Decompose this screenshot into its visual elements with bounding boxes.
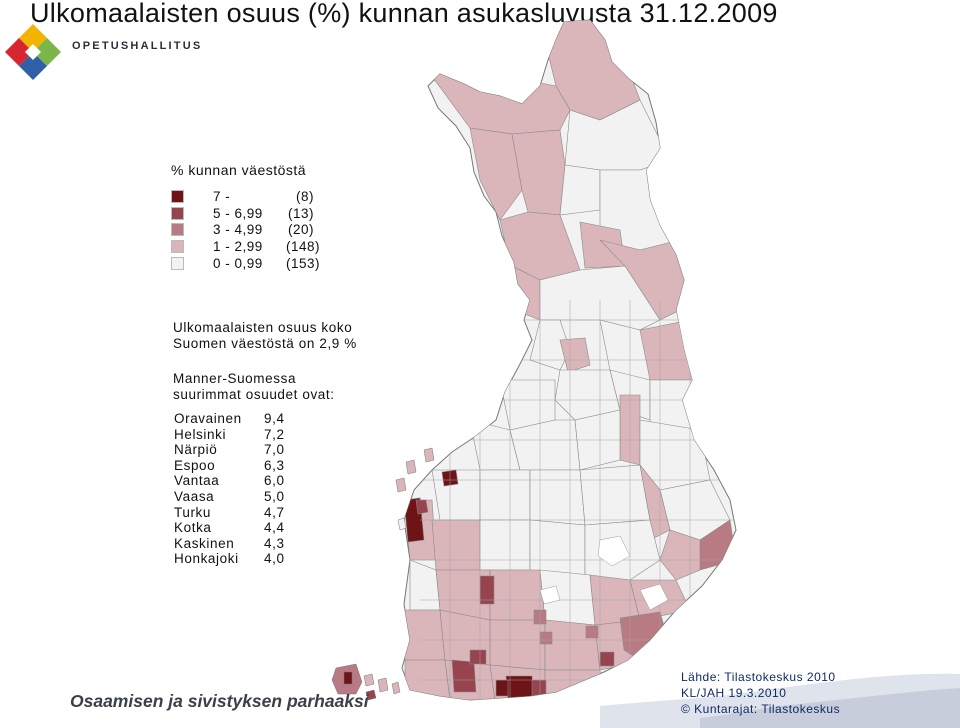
municipality-value: 4,7 (264, 504, 285, 520)
slogan: Osaamisen ja sivistyksen parhaaksi (70, 691, 369, 711)
municipality-name: Oravainen (174, 411, 242, 426)
region-mariehamn (343, 671, 353, 685)
region-coastal-island (397, 517, 407, 531)
region-aland-island (363, 673, 375, 687)
municipality-value: 4,0 (264, 551, 285, 567)
region-oulu (559, 337, 591, 373)
summary-line-2: Suomen väestöstä on 2,9 % (173, 336, 357, 351)
lake-shape (639, 583, 669, 611)
legend-swatch (171, 257, 184, 270)
legend-title: % kunnan väestöstä (171, 162, 307, 178)
legend-range: 3 - 4,99 (213, 222, 263, 237)
municipality-value: 6,3 (264, 457, 285, 473)
municipality-name: Kotka (174, 520, 212, 536)
legend-swatch (171, 240, 184, 253)
lake-shape (539, 585, 561, 605)
region-pori (403, 609, 446, 661)
municipality-value: 6,0 (264, 473, 285, 489)
copyright-line: © Kuntarajat: Tilastokeskus (681, 702, 841, 716)
lakes (539, 535, 669, 611)
legend-range: 5 - 6,99 (213, 206, 263, 221)
municipality-regions (403, 20, 736, 700)
region-kotka (599, 651, 615, 667)
municipality-name: Espoo (174, 457, 216, 473)
region-jyvaskyla-north (529, 519, 586, 576)
municipality-name: Vantaa (174, 473, 220, 489)
municipality-borders (420, 300, 736, 700)
region-hamina (585, 625, 599, 639)
legend-count: (153) (286, 256, 321, 271)
archipelago (331, 447, 435, 701)
municipality-value: 4,4 (264, 520, 285, 536)
author-line: KL/JAH 19.3.2010 (681, 686, 787, 700)
legend-count: (20) (287, 222, 314, 237)
municipality-value: 4,3 (264, 535, 285, 551)
ranking-heading-1: Manner-Suomessa (173, 371, 297, 386)
finland-choropleth-map (331, 19, 737, 701)
municipality-name: Honkajoki (174, 551, 239, 567)
region-pihtipudas (529, 469, 586, 526)
region-vaasa (415, 499, 429, 515)
region-hameenlinna (489, 619, 546, 671)
municipality-value: 9,4 (264, 411, 285, 426)
region-coastal-island (405, 459, 417, 475)
municipality-value: 5,0 (264, 488, 285, 504)
legend-count: (148) (286, 239, 321, 254)
region-aland-island (377, 677, 389, 693)
region-kolari (469, 127, 523, 221)
region-turku (451, 659, 477, 693)
region-kemijarvi (559, 164, 601, 216)
region-iisalmi (579, 464, 651, 526)
legend-range: 0 - 0,99 (213, 256, 263, 271)
region-coastal-island (423, 447, 435, 463)
legend-count: (8) (296, 189, 314, 204)
ranking-heading-2: suurimmat osuudet ovat: (173, 387, 335, 402)
footer-band (0, 673, 960, 728)
region-seinajoki (431, 519, 481, 571)
legend-swatch (171, 223, 184, 236)
municipality-name: Helsinki (174, 426, 227, 442)
municipality-name: Närpiö (174, 442, 218, 458)
region-kaarina (469, 649, 487, 665)
region-kannus (479, 469, 531, 521)
legend-range: 1 - 2,99 (213, 239, 263, 254)
region-suomussalmi (639, 319, 701, 381)
municipality-value: 7,2 (264, 426, 285, 442)
legend-swatch (171, 190, 184, 203)
opetushallitus-logo-icon (5, 24, 61, 80)
legend-swatch (171, 207, 184, 220)
legend-count: (13) (287, 206, 314, 221)
source-line: Lähde: Tilastokeskus 2010 (681, 670, 836, 684)
municipality-name: Kaskinen (174, 535, 235, 551)
region-ylivieska (509, 419, 581, 471)
municipality-name: Turku (174, 504, 212, 520)
organization-name: OPETUSHALLITUS (72, 40, 203, 52)
legend-range: 7 - (213, 189, 231, 204)
region-kerava (539, 631, 553, 645)
municipality-value: 7,0 (264, 442, 285, 458)
lake-shape (597, 535, 631, 567)
region-aland-island (365, 689, 377, 701)
municipality-name: Vaasa (174, 488, 215, 504)
region-alavus (479, 519, 531, 571)
region-coastal-island (395, 477, 407, 493)
summary-line-1: Ulkomaalaisten osuus koko (173, 320, 353, 335)
map-title: Ulkomaalaisten osuus (%) kunnan asukaslu… (30, 0, 778, 28)
region-aland-island (391, 681, 401, 695)
